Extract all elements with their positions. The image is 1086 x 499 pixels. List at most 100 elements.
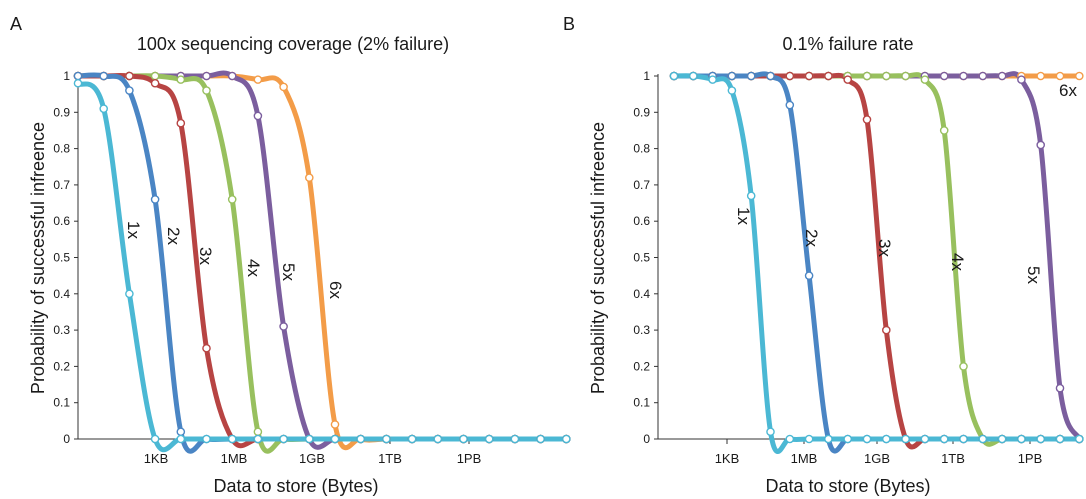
data-point-5x (202, 71, 211, 81)
data-point-4x (882, 71, 891, 81)
data-point-1x (562, 434, 571, 444)
data-point-1x (279, 434, 288, 444)
series-line-5x (75, 70, 569, 450)
series-label-4x: 4x (948, 253, 967, 271)
data-point-3x (862, 115, 872, 124)
data-point-3x (843, 75, 853, 84)
y-tick-label: 0.1 (53, 396, 70, 410)
data-point-1x (304, 434, 314, 444)
y-tick-label: 0.6 (633, 214, 650, 228)
data-point-3x (150, 78, 160, 88)
panel-label: A (10, 14, 22, 34)
data-point-1x (708, 75, 717, 84)
data-point-2x (785, 100, 795, 110)
data-point-1x (202, 434, 211, 444)
data-point-1x (484, 434, 494, 444)
data-point-1x (382, 434, 391, 444)
data-point-1x (510, 434, 520, 444)
data-point-1x (150, 434, 160, 444)
data-point-1x (824, 434, 833, 444)
data-point-1x (73, 78, 83, 88)
y-tick-label: 1 (643, 69, 650, 83)
data-point-6x (279, 82, 288, 92)
data-point-5x (1017, 75, 1026, 84)
data-point-1x (746, 191, 756, 201)
series-label-2x: 2x (164, 227, 183, 245)
data-point-1x (536, 434, 545, 444)
data-point-2x (746, 71, 756, 81)
data-point-4x (253, 427, 263, 437)
data-point-1x (804, 434, 814, 444)
data-point-1x (1017, 434, 1026, 444)
y-tick-label: 0.8 (53, 142, 70, 156)
data-point-5x (227, 71, 237, 81)
data-point-1x (356, 434, 366, 444)
data-point-5x (939, 71, 949, 81)
y-tick-label: 0.4 (53, 287, 70, 301)
data-point-2x (73, 71, 83, 81)
data-point-5x (959, 71, 968, 81)
data-point-1x (669, 71, 679, 81)
chart-panel-b: B 0.1% failure rate Data to store (Bytes… (563, 14, 1084, 496)
y-tick-label: 1 (63, 69, 70, 83)
series-label-3x: 3x (196, 247, 215, 265)
y-tick-label: 0.9 (633, 105, 650, 119)
data-point-5x (1055, 383, 1065, 393)
x-tick-label: 1PB (457, 451, 482, 466)
panel-label: B (563, 14, 575, 34)
y-tick-label: 0.8 (633, 142, 650, 156)
data-point-2x (125, 86, 134, 95)
data-point-2x (766, 71, 775, 81)
series-line-1x (671, 73, 1082, 454)
series-label-1x: 1x (734, 207, 753, 225)
y-axis-label: Probability of successful infreence (588, 122, 608, 394)
data-point-5x (978, 71, 988, 81)
data-point-1x (407, 434, 417, 444)
series-label-4x: 4x (244, 259, 263, 277)
series-label-6x: 6x (1059, 81, 1077, 100)
data-point-1x (253, 434, 263, 444)
x-tick-label: 1KB (715, 451, 740, 466)
data-point-3x (202, 343, 211, 353)
data-point-1x (1036, 434, 1045, 444)
y-tick-label: 0.4 (633, 287, 650, 301)
x-axis-label: Data to store (Bytes) (765, 476, 930, 496)
data-point-3x (804, 71, 814, 81)
y-tick-label: 0.1 (633, 396, 650, 410)
series-label-6x: 6x (326, 281, 345, 299)
y-tick-label: 0.3 (633, 323, 650, 337)
data-point-6x (253, 75, 263, 84)
data-point-3x (125, 71, 134, 81)
data-point-5x (279, 322, 288, 331)
data-point-2x (176, 427, 186, 437)
data-point-1x (459, 434, 468, 444)
series-label-5x: 5x (279, 263, 298, 281)
data-point-4x (939, 126, 949, 135)
data-point-6x (1055, 71, 1065, 81)
data-point-1x (330, 434, 340, 444)
data-point-4x (920, 75, 930, 84)
series-line-3x (671, 72, 1082, 450)
series-line-1x (75, 80, 569, 453)
data-point-1x (939, 434, 949, 444)
data-point-2x (150, 195, 160, 204)
data-point-1x (433, 434, 443, 444)
y-tick-label: 0.3 (53, 323, 70, 337)
data-point-1x (1075, 434, 1084, 444)
y-tick-label: 0.9 (53, 105, 70, 119)
data-point-5x (253, 111, 263, 121)
data-point-1x (959, 434, 968, 444)
data-point-4x (862, 71, 872, 81)
series-label-5x: 5x (1024, 266, 1043, 284)
y-tick-label: 0.5 (633, 251, 650, 265)
x-tick-label: 1GB (299, 451, 325, 466)
data-point-1x (978, 434, 988, 444)
y-axis-label: Probability of successful infreence (28, 122, 48, 394)
data-point-2x (804, 271, 814, 280)
x-tick-label: 1MB (221, 451, 248, 466)
data-point-1x (785, 434, 795, 444)
data-point-1x (901, 434, 910, 444)
data-point-3x (176, 118, 186, 128)
data-point-1x (99, 104, 108, 113)
data-point-1x (227, 434, 237, 444)
